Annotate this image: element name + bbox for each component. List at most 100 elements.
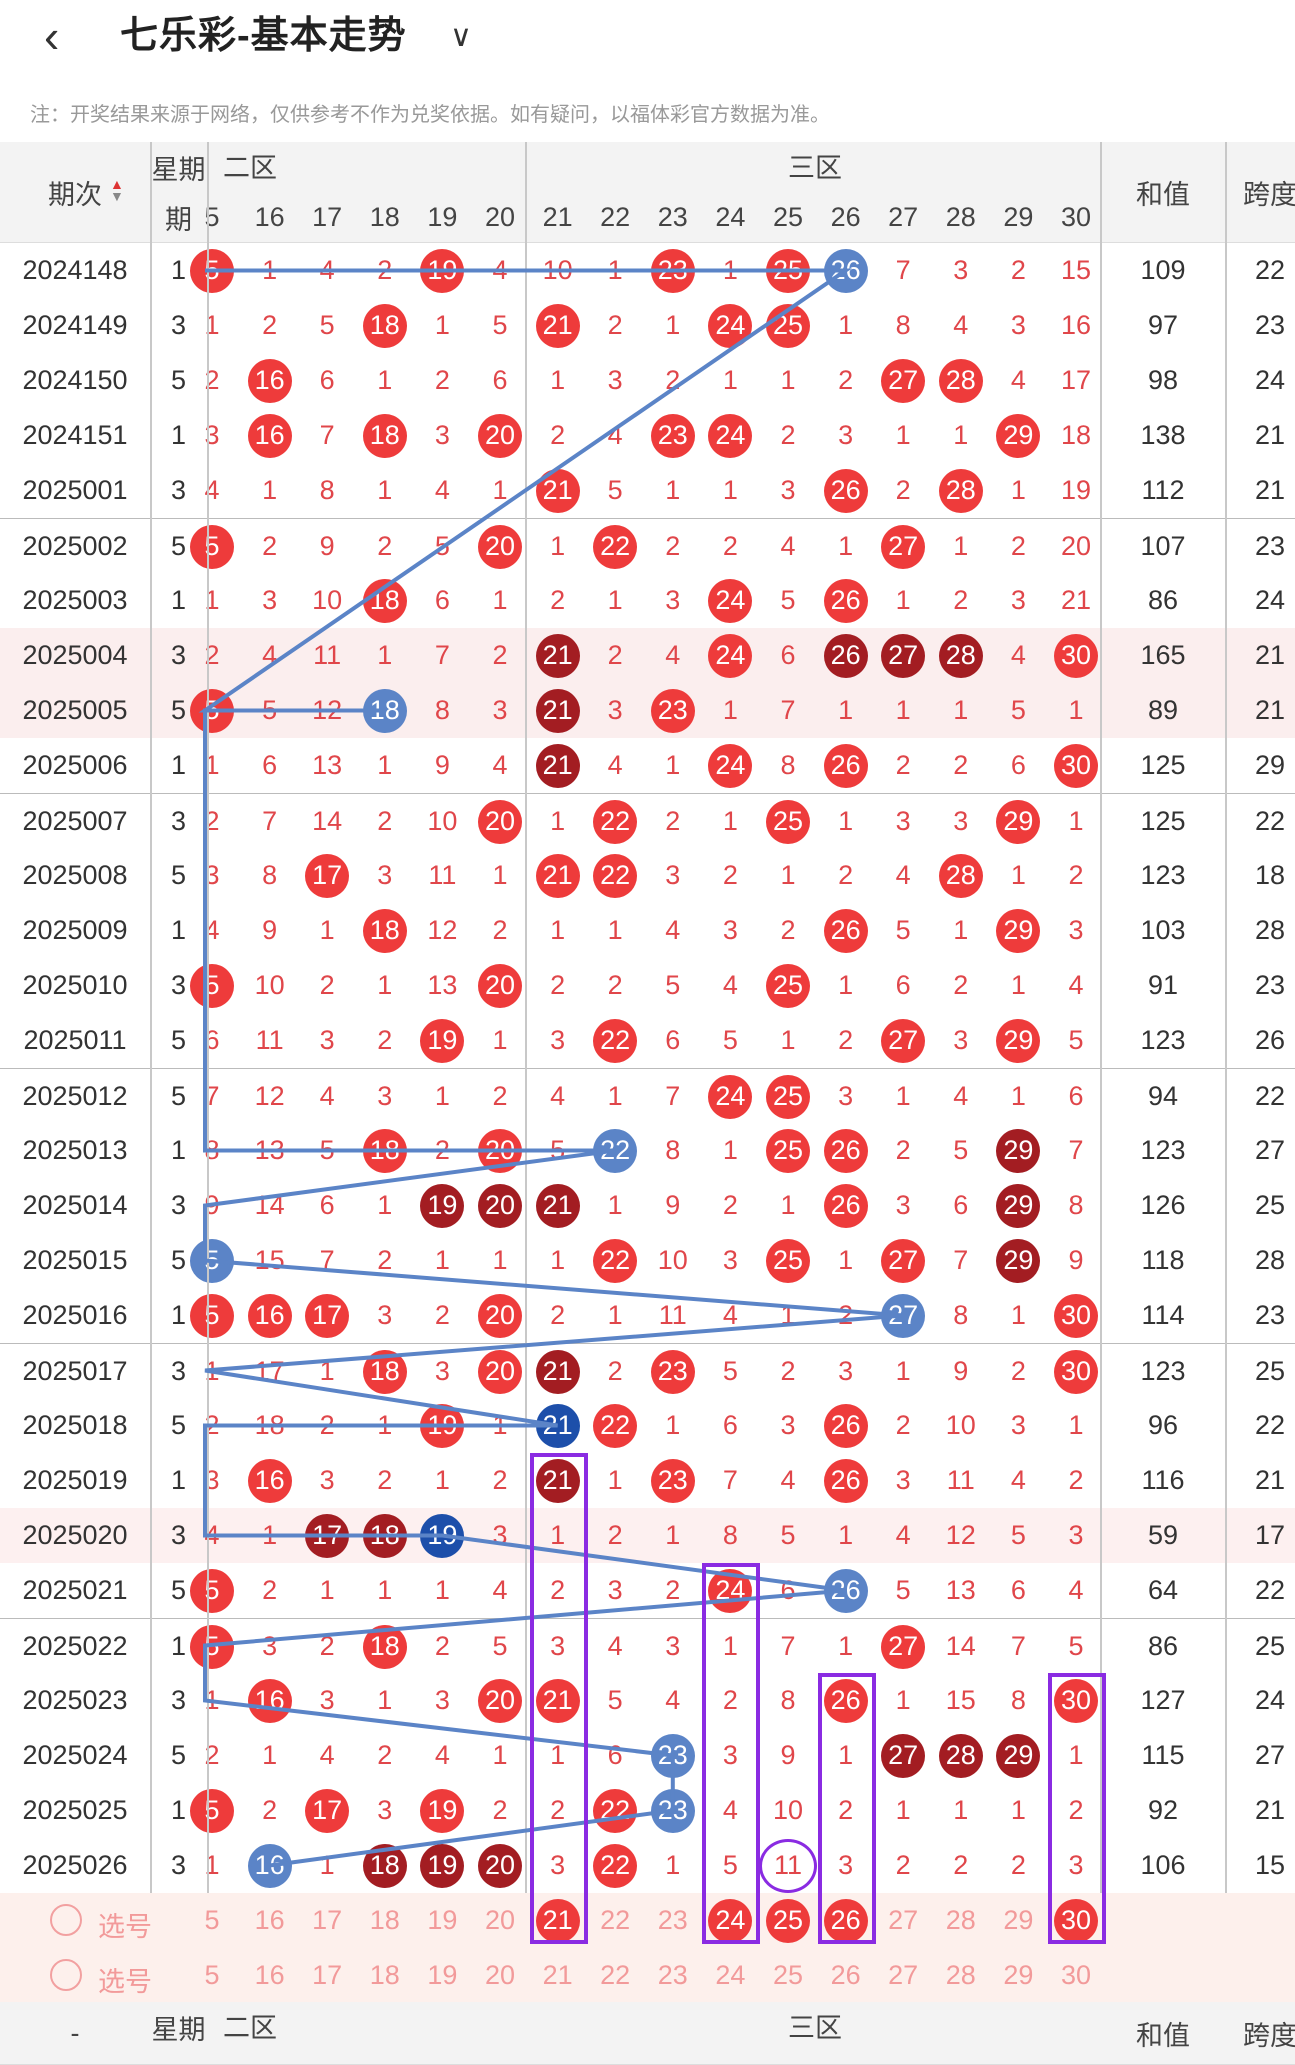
number-cell: 1: [529, 1233, 587, 1288]
title-dropdown[interactable]: ∨: [450, 12, 472, 62]
miss-count: 1: [953, 695, 969, 725]
pick-number[interactable]: 30: [1047, 1948, 1105, 2003]
pick-number[interactable]: 29: [990, 1893, 1048, 1948]
number-cell: 1: [586, 573, 644, 628]
pick-number[interactable]: 25: [759, 1893, 817, 1948]
number-cell: 1: [298, 1344, 356, 1399]
number-cell: 2: [471, 1069, 529, 1124]
number-cell: 3: [990, 1398, 1048, 1453]
pick-number[interactable]: 18: [356, 1948, 414, 2003]
miss-count: 3: [607, 695, 623, 725]
week-cell: 1: [170, 420, 187, 450]
miss-count: 1: [722, 365, 738, 395]
number-cell: 9: [1047, 1233, 1105, 1288]
number-cell: 1: [702, 353, 760, 408]
draw-ball: 16: [247, 1458, 292, 1503]
miss-count: 2: [1068, 860, 1084, 890]
pick-number[interactable]: 22: [586, 1893, 644, 1948]
number-cell: 18: [356, 1344, 414, 1399]
pick-number[interactable]: 16: [241, 1893, 299, 1948]
pick-number[interactable]: 22: [586, 1948, 644, 2003]
pick-label[interactable]: 选号: [98, 1912, 152, 1942]
back-button[interactable]: ‹: [44, 6, 84, 66]
number-cell: 20: [471, 794, 529, 849]
pick-number[interactable]: 28: [932, 1893, 990, 1948]
pick-number[interactable]: 24: [702, 1948, 760, 2003]
pick-number[interactable]: 20: [471, 1893, 529, 1948]
pick-ball-selected[interactable]: 24: [708, 1898, 753, 1943]
miss-count: 7: [665, 1081, 681, 1111]
pick-number[interactable]: 17: [298, 1893, 356, 1948]
pick-value: 27: [888, 1960, 919, 1990]
pick-ball-selected[interactable]: 21: [535, 1898, 580, 1943]
number-cell: 3: [241, 573, 299, 628]
pick-ball-selected[interactable]: 25: [765, 1898, 810, 1943]
week-cell: 5: [170, 1575, 187, 1605]
pick-number[interactable]: 26: [817, 1893, 875, 1948]
number-cell: 1: [817, 298, 875, 353]
miss-count: 9: [953, 1356, 969, 1386]
pick-number[interactable]: 30: [1047, 1893, 1105, 1948]
sum-cell: 98: [1147, 365, 1179, 395]
draw-ball: 5: [189, 688, 234, 733]
miss-count: 1: [838, 1245, 854, 1275]
miss-count: 11: [428, 860, 457, 890]
miss-count: 2: [953, 970, 969, 1000]
miss-count: 1: [780, 1190, 796, 1220]
pick-number[interactable]: 27: [874, 1948, 932, 2003]
pick-value: 16: [254, 1960, 285, 1990]
pick-number[interactable]: 24: [702, 1893, 760, 1948]
miss-count: 1: [607, 1300, 623, 1330]
number-cell: 25: [759, 958, 817, 1013]
week-cell: 3: [170, 806, 187, 836]
pick-number[interactable]: 18: [356, 1893, 414, 1948]
pick-radio[interactable]: [50, 1904, 82, 1936]
number-cell: 18: [1047, 408, 1105, 463]
pick-number[interactable]: 5: [183, 1948, 241, 2003]
pick-number[interactable]: 17: [298, 1948, 356, 2003]
miss-count: 2: [838, 860, 854, 890]
number-cell: 22: [586, 519, 644, 574]
page-title[interactable]: 七乐彩-基本走势: [120, 15, 407, 57]
pick-number[interactable]: 29: [990, 1948, 1048, 2003]
pick-number[interactable]: 16: [241, 1948, 299, 2003]
miss-count: 1: [434, 1081, 450, 1111]
week-cell: 5: [170, 1410, 187, 1440]
pick-number[interactable]: 23: [644, 1948, 702, 2003]
pick-number[interactable]: 21: [529, 1948, 587, 2003]
span-cell: 18: [1254, 860, 1286, 890]
chevron-left-icon: ‹: [44, 10, 60, 62]
header-col-5: 5: [204, 201, 220, 232]
pick-radio[interactable]: [50, 1959, 82, 1991]
pick-ball-selected[interactable]: 30: [1053, 1898, 1098, 1943]
pick-label[interactable]: 选号: [98, 1967, 152, 1997]
number-cell: 2: [759, 408, 817, 463]
pick-number[interactable]: 28: [932, 1948, 990, 2003]
draw-ball: 19: [420, 1513, 465, 1558]
week-cell: 1: [170, 1631, 187, 1661]
miss-count: 7: [319, 420, 335, 450]
miss-count: 2: [377, 531, 393, 561]
header-col-25: 25: [772, 201, 803, 232]
number-cell: 4: [932, 1069, 990, 1124]
sort-icon[interactable]: ▲ ▼: [110, 176, 124, 204]
pick-number[interactable]: 26: [817, 1948, 875, 2003]
miss-count: 3: [434, 1356, 450, 1386]
number-cell: 24: [702, 298, 760, 353]
miss-count: 1: [492, 585, 508, 615]
pick-number[interactable]: 19: [414, 1948, 472, 2003]
pick-number[interactable]: 27: [874, 1893, 932, 1948]
miss-count: 3: [262, 1631, 278, 1661]
pick-number[interactable]: 21: [529, 1893, 587, 1948]
pick-number[interactable]: 19: [414, 1893, 472, 1948]
number-cell: 5: [183, 1563, 241, 1618]
pick-number[interactable]: 20: [471, 1948, 529, 2003]
pick-ball-selected[interactable]: 26: [823, 1898, 868, 1943]
draw-ball: 29: [996, 1183, 1041, 1228]
pick-number[interactable]: 5: [183, 1893, 241, 1948]
number-cell: 24: [702, 1069, 760, 1124]
number-cell: 7: [298, 1233, 356, 1288]
pick-number[interactable]: 25: [759, 1948, 817, 2003]
number-cell: 3: [471, 1508, 529, 1563]
pick-number[interactable]: 23: [644, 1893, 702, 1948]
